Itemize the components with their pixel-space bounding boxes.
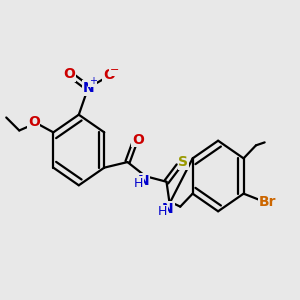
Text: O: O bbox=[103, 68, 115, 82]
Text: Br: Br bbox=[259, 195, 276, 209]
Text: −: − bbox=[110, 65, 119, 76]
Text: H: H bbox=[134, 177, 143, 190]
Text: N: N bbox=[162, 202, 174, 216]
Text: N: N bbox=[138, 174, 149, 188]
Text: +: + bbox=[89, 76, 97, 86]
Text: O: O bbox=[64, 67, 75, 81]
Text: N: N bbox=[82, 81, 94, 95]
Text: O: O bbox=[28, 115, 40, 129]
Text: O: O bbox=[132, 133, 144, 147]
Text: S: S bbox=[178, 155, 188, 170]
Text: H: H bbox=[158, 206, 167, 218]
